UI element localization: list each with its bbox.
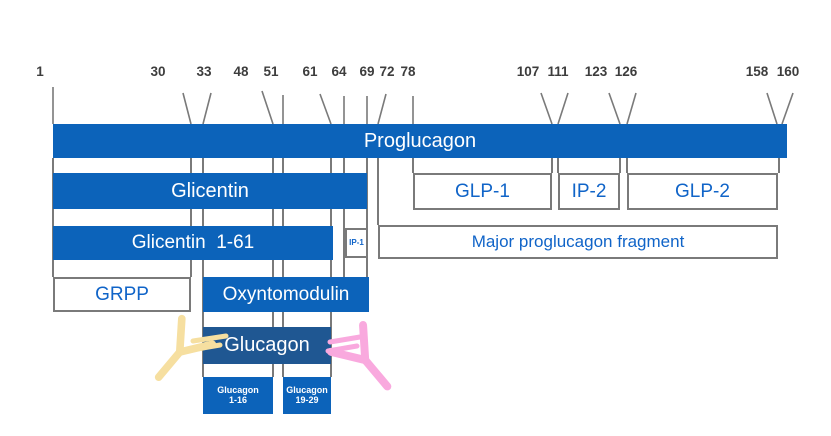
segment-label: GRPP <box>95 283 149 305</box>
segment-label: Glucagon <box>224 334 310 356</box>
cleavage-tick <box>766 92 778 125</box>
pink-antibody-icon <box>327 320 392 391</box>
segment-label: Oxyntomodulin <box>222 283 350 305</box>
residue-number: 30 <box>150 64 166 79</box>
segment-label: IP-2 <box>571 180 607 202</box>
segment-glucagon-1-16: Glucagon 1-16 <box>203 377 273 414</box>
cleavage-line <box>202 158 204 377</box>
cleavage-line <box>272 158 274 377</box>
antibody-chain <box>178 321 184 347</box>
cleavage-line <box>366 158 368 277</box>
cleavage-line <box>190 158 192 277</box>
cleavage-line <box>412 158 414 173</box>
cleavage-line <box>282 158 284 377</box>
cleavage-line <box>52 158 54 277</box>
segment-grpp: GRPP <box>53 277 191 312</box>
segment-glicentin-1-61: Glicentin 1-61 <box>53 226 333 260</box>
cleavage-tick <box>557 92 569 125</box>
cleavage-line <box>557 158 559 173</box>
cleavage-tick <box>261 90 274 125</box>
segment-glp-2: GLP-2 <box>627 173 778 210</box>
segment-proglucagon: Proglucagon <box>53 124 787 158</box>
segment-major-proglucagon-fragment: Major proglucagon fragment <box>378 225 778 259</box>
residue-number: 61 <box>302 64 318 79</box>
residue-number: 48 <box>233 64 249 79</box>
residue-number: 123 <box>584 64 608 79</box>
segment-ip-1: IP-1 <box>345 228 368 258</box>
cleavage-line <box>330 158 332 377</box>
residue-number: 33 <box>196 64 212 79</box>
cleavage-tick <box>202 92 212 125</box>
cleavage-tick <box>377 93 387 125</box>
segment-label: 19-29 <box>295 394 319 405</box>
segment-label: 1-16 <box>228 394 247 405</box>
cleavage-tick <box>626 92 637 125</box>
residue-number: 51 <box>263 64 279 79</box>
residue-number: 72 <box>379 64 395 79</box>
segment-label: Proglucagon <box>363 129 477 152</box>
residue-number: 160 <box>776 64 800 79</box>
residue-number: 64 <box>331 64 347 79</box>
segment-glucagon-19-29: Glucagon 19-29 <box>283 377 331 414</box>
cleavage-tick <box>540 92 553 125</box>
segment-ip-2: IP-2 <box>558 173 620 210</box>
segment-glp-1: GLP-1 <box>413 173 552 210</box>
cleavage-line <box>619 158 621 173</box>
cleavage-line <box>778 158 780 173</box>
residue-number: 1 <box>36 64 44 79</box>
segment-label: IP-1 <box>349 237 364 247</box>
cleavage-tick <box>608 92 621 125</box>
segment-label: Glicentin 1-61 <box>131 232 255 254</box>
segment-label: Glicentin <box>171 179 249 202</box>
antibody-chain <box>361 356 392 391</box>
segment-label: GLP-2 <box>675 180 730 202</box>
cleavage-line <box>626 158 628 173</box>
antibody-chain <box>361 327 367 355</box>
antibody-chain <box>154 348 184 382</box>
residue-number: 78 <box>400 64 416 79</box>
residue-number: 107 <box>516 64 540 79</box>
segment-oxyntomodulin: Oxyntomodulin <box>203 277 369 312</box>
segment-glucagon: Glucagon <box>203 327 331 364</box>
segment-label: Glucagon <box>217 385 259 396</box>
cleavage-tick <box>319 93 332 125</box>
segment-label: GLP-1 <box>455 180 510 202</box>
residue-number: 158 <box>745 64 769 79</box>
cleavage-line <box>377 158 379 225</box>
residue-number: 69 <box>359 64 375 79</box>
cleavage-tick <box>781 92 794 125</box>
residue-number: 111 <box>547 64 569 79</box>
cleavage-tick <box>182 92 192 125</box>
residue-number: 126 <box>614 64 638 79</box>
cleavage-line <box>343 158 345 277</box>
segment-label: Glucagon <box>286 385 328 396</box>
cleavage-line <box>551 158 553 173</box>
segment-glicentin: Glicentin <box>53 173 367 209</box>
antibody-chain <box>333 351 360 361</box>
segment-label: Major proglucagon fragment <box>471 232 685 252</box>
